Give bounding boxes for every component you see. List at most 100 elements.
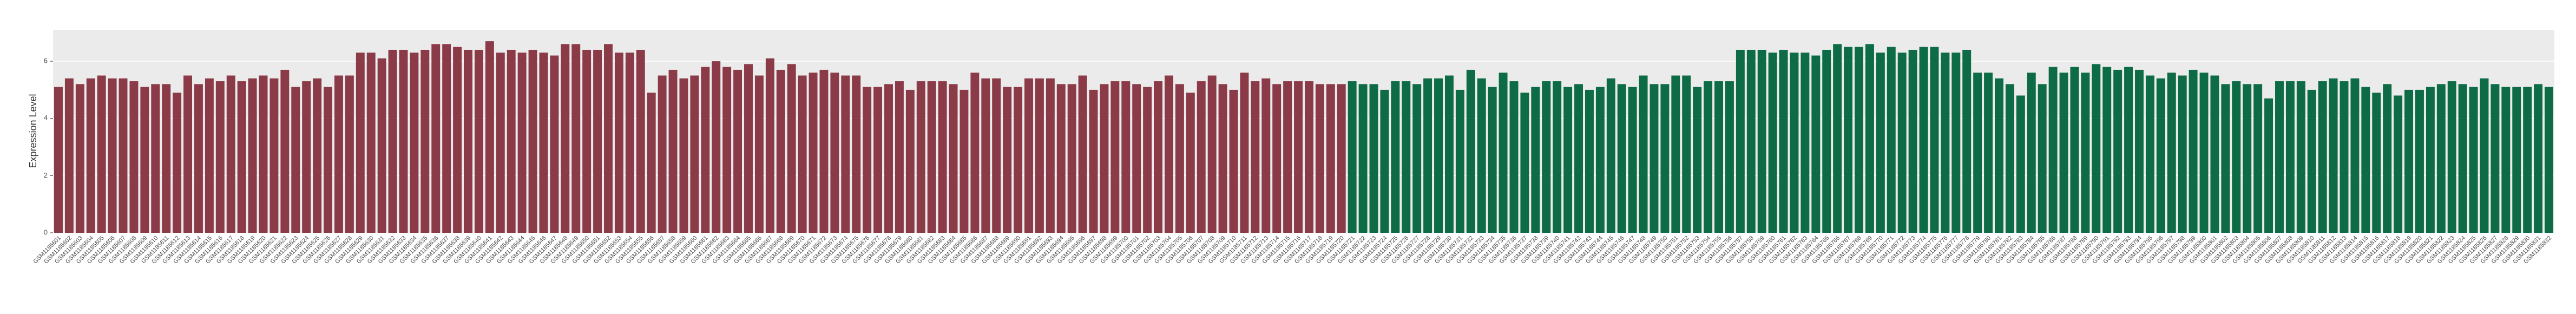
bar	[2523, 87, 2532, 233]
bar	[1380, 89, 1389, 233]
bar	[809, 73, 818, 233]
bar	[927, 81, 936, 233]
bar	[571, 44, 581, 233]
bar	[1035, 78, 1044, 233]
bar	[1531, 87, 1540, 233]
bar	[2415, 89, 2424, 233]
bar	[1951, 53, 1961, 233]
bar	[1650, 84, 1659, 233]
bar	[1542, 81, 1551, 233]
bar	[140, 87, 149, 233]
bar	[528, 49, 537, 233]
bar	[1488, 87, 1497, 233]
bar	[2469, 87, 2478, 233]
bar	[2307, 89, 2316, 233]
bar	[2113, 69, 2122, 233]
bar	[1736, 49, 1745, 233]
bar	[1660, 84, 1670, 233]
bar	[561, 44, 570, 233]
bar	[1240, 73, 1249, 233]
bar	[2059, 73, 2068, 233]
bar	[1132, 84, 1141, 233]
bar	[1973, 73, 1982, 233]
bar	[2404, 89, 2414, 233]
bar	[2340, 81, 2349, 233]
bar	[1585, 89, 1594, 233]
bar	[1067, 84, 1076, 233]
bar	[2394, 95, 2403, 233]
bar	[1315, 84, 1324, 233]
bar	[345, 75, 354, 233]
bar	[2167, 73, 2176, 233]
bar	[1304, 81, 1313, 233]
bar	[539, 53, 548, 233]
bar	[1175, 84, 1184, 233]
bar	[2329, 78, 2338, 233]
bar	[1499, 73, 1508, 233]
bar	[1779, 49, 1788, 233]
bar	[1412, 84, 1422, 233]
bar	[1574, 84, 1583, 233]
bar	[1617, 84, 1626, 233]
bar	[1844, 47, 1853, 233]
bar	[1800, 53, 1810, 233]
bar	[1628, 87, 1637, 233]
bar	[1919, 47, 1928, 233]
bar	[1822, 49, 1831, 233]
bar	[981, 78, 990, 233]
bar	[668, 69, 678, 233]
bar	[420, 49, 430, 233]
bar	[485, 41, 494, 233]
bar	[2480, 78, 2489, 233]
bar	[1833, 44, 1842, 233]
bar	[464, 49, 472, 233]
bar	[2124, 67, 2133, 233]
bar	[690, 75, 699, 233]
bar	[1251, 81, 1260, 233]
bar	[1811, 55, 1821, 233]
bar	[1865, 44, 1874, 233]
bar	[313, 78, 322, 233]
y-tick-label: 2	[44, 171, 48, 179]
bar	[2070, 67, 2079, 233]
bar	[2275, 81, 2284, 233]
bar	[64, 78, 74, 233]
bar	[377, 58, 386, 233]
bar	[410, 53, 419, 233]
bar	[2253, 84, 2263, 233]
bar	[1757, 49, 1766, 233]
bar	[1003, 87, 1012, 233]
bar	[1423, 78, 1432, 233]
bar	[291, 87, 300, 233]
bar	[2447, 81, 2456, 233]
bar	[1941, 53, 1950, 233]
bar	[324, 87, 332, 233]
bar	[970, 73, 980, 233]
bar	[1606, 78, 1615, 233]
bar	[1887, 47, 1896, 233]
bar	[722, 67, 732, 233]
bar	[1337, 84, 1346, 233]
bar	[1024, 78, 1033, 233]
bar	[280, 69, 290, 233]
bar	[1348, 81, 1357, 233]
bar	[2027, 73, 2036, 233]
bar	[992, 78, 1001, 233]
bar	[2210, 75, 2219, 233]
bar	[1391, 81, 1400, 233]
bar	[2285, 81, 2295, 233]
bar	[129, 81, 139, 233]
bar	[2264, 98, 2273, 233]
bar	[75, 84, 84, 233]
bar	[819, 69, 829, 233]
bar	[2189, 69, 2198, 233]
bar	[2178, 75, 2187, 233]
bar	[388, 49, 397, 233]
bar	[1358, 84, 1368, 233]
bar	[2458, 84, 2467, 233]
bar	[54, 87, 63, 233]
bar	[884, 84, 893, 233]
bar	[1768, 53, 1777, 233]
